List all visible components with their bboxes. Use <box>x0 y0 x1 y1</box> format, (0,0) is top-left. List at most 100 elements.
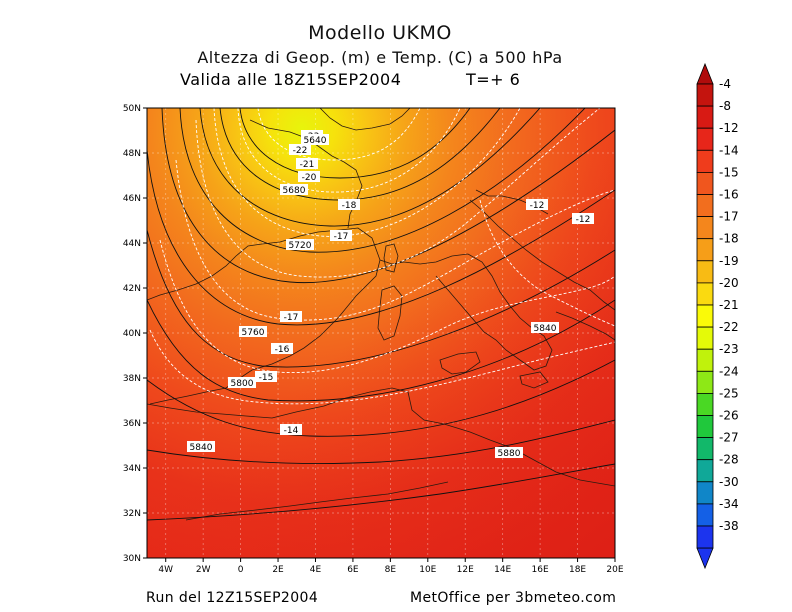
temperature-label-box <box>271 343 293 354</box>
lat-label: 40N <box>123 329 141 339</box>
temperature-label: -15 <box>255 371 277 383</box>
temperature-label: -22 <box>289 144 311 156</box>
height-label-box <box>286 239 314 250</box>
height-label: 5680 <box>280 184 308 196</box>
legend-top-arrow <box>696 62 714 85</box>
temperature-label-box <box>280 424 302 435</box>
legend-label: -38 <box>719 519 739 533</box>
legend-swatch <box>696 348 714 372</box>
temperature-label-text: -16 <box>275 345 290 355</box>
height-label-text: 5760 <box>242 328 265 338</box>
height-label-box <box>531 322 559 333</box>
legend-label: -16 <box>719 188 739 202</box>
temperature-label-box <box>255 371 277 382</box>
lon-label: 6E <box>347 565 359 575</box>
legend-swatch <box>696 127 714 151</box>
lat-label: 48N <box>123 149 141 159</box>
height-label: 5840 <box>531 322 559 334</box>
lat-label: 44N <box>123 239 141 249</box>
height-label-text: 5880 <box>498 449 521 459</box>
legend-label: -17 <box>719 210 739 224</box>
height-label-box <box>228 377 256 388</box>
temperature-label-text: -21 <box>300 160 315 170</box>
legend-swatch <box>696 282 714 306</box>
valid-time: Valida alle 18Z15SEP2004 <box>180 70 402 89</box>
axis-ticks: 50N 48N 46N 44N 42N 40N 38N 36N 34N 32N 30N 4W 2W 0 2E… <box>123 104 624 575</box>
legend-swatch <box>696 83 714 107</box>
height-label-text: 5680 <box>283 186 306 196</box>
credit: MetOffice per 3bmeteo.com <box>410 590 617 606</box>
temperature-label-text: -17 <box>284 313 299 323</box>
legend-swatch <box>696 260 714 284</box>
height-label-box <box>495 447 523 458</box>
legend-label: -24 <box>719 364 739 378</box>
legend-swatch <box>696 481 714 505</box>
lat-label: 36N <box>123 419 141 429</box>
temperature-label-box <box>526 199 548 210</box>
height-label: 5720 <box>286 239 314 251</box>
lon-label: 16E <box>532 565 549 575</box>
legend-bottom-arrow <box>696 547 714 570</box>
height-label-text: 5800 <box>231 379 254 389</box>
legend-swatch <box>696 304 714 328</box>
legend-label: -18 <box>719 232 739 246</box>
map-subtitle: Altezza di Geop. (m) e Temp. (C) a 500 h… <box>197 48 563 67</box>
lat-label: 30N <box>123 554 141 564</box>
legend-swatch <box>696 370 714 394</box>
lon-label: 0 <box>238 565 244 575</box>
legend-swatch <box>696 194 714 218</box>
lon-label: 10E <box>419 565 436 575</box>
lon-label: 12E <box>457 565 474 575</box>
lon-label: 4E <box>310 565 322 575</box>
legend-label: -23 <box>719 342 739 356</box>
temperature-label-box <box>572 213 594 224</box>
lon-label: 18E <box>569 565 586 575</box>
temperature-label: -21 <box>296 158 318 170</box>
legend-swatch <box>696 459 714 483</box>
temperature-label-text: -12 <box>530 201 545 211</box>
legend-swatch <box>696 216 714 240</box>
height-label-box <box>280 184 308 195</box>
contour-labels: -23-22-21-20-18-17-17-16-15-14-12-125640… <box>187 130 594 459</box>
legend-label: -26 <box>719 409 739 423</box>
temperature-label-text: -22 <box>293 146 308 156</box>
lat-label: 32N <box>123 509 141 519</box>
temperature-label-box <box>280 311 302 322</box>
lon-label: 4W <box>158 565 173 575</box>
lat-label: 38N <box>123 374 141 384</box>
temperature-label-text: -15 <box>259 373 274 383</box>
lat-label: 46N <box>123 194 141 204</box>
height-label-box <box>239 326 267 337</box>
legend-swatch <box>696 392 714 416</box>
temperature-label-text: -17 <box>334 232 349 242</box>
height-label: 5800 <box>228 377 256 389</box>
legend-label: -22 <box>719 320 739 334</box>
temperature-label: -16 <box>271 343 293 355</box>
lon-label: 14E <box>494 565 511 575</box>
lon-label: 2E <box>272 565 284 575</box>
temperature-label-text: -14 <box>284 426 299 436</box>
lon-label: 20E <box>606 565 623 575</box>
height-label: 5840 <box>187 441 215 453</box>
legend-swatch <box>696 149 714 173</box>
legend-swatch <box>696 415 714 439</box>
legend-swatch <box>696 437 714 461</box>
legend-swatch <box>696 105 714 129</box>
legend-label: -30 <box>719 475 739 489</box>
geopotential-contours <box>147 108 615 521</box>
legend-swatch <box>696 171 714 195</box>
legend-swatch <box>696 503 714 527</box>
temperature-label: -12 <box>572 213 594 225</box>
color-legend: -4 -8 -12 -14 -15 -16 -17 -18 -19 -20 -21 -22 -23 -24… <box>696 62 739 570</box>
legend-swatch <box>696 238 714 262</box>
temperature-label-text: -18 <box>342 201 357 211</box>
height-label-text: 5840 <box>534 324 557 334</box>
temperature-isotherms <box>149 108 615 405</box>
lat-label: 50N <box>123 104 141 114</box>
temperature-label-box <box>338 199 360 210</box>
temperature-label: -12 <box>526 199 548 211</box>
legend-label: -21 <box>719 298 739 312</box>
temperature-label-text: -12 <box>576 215 591 225</box>
temperature-label: -17 <box>280 311 302 323</box>
temperature-label-box <box>330 230 352 241</box>
